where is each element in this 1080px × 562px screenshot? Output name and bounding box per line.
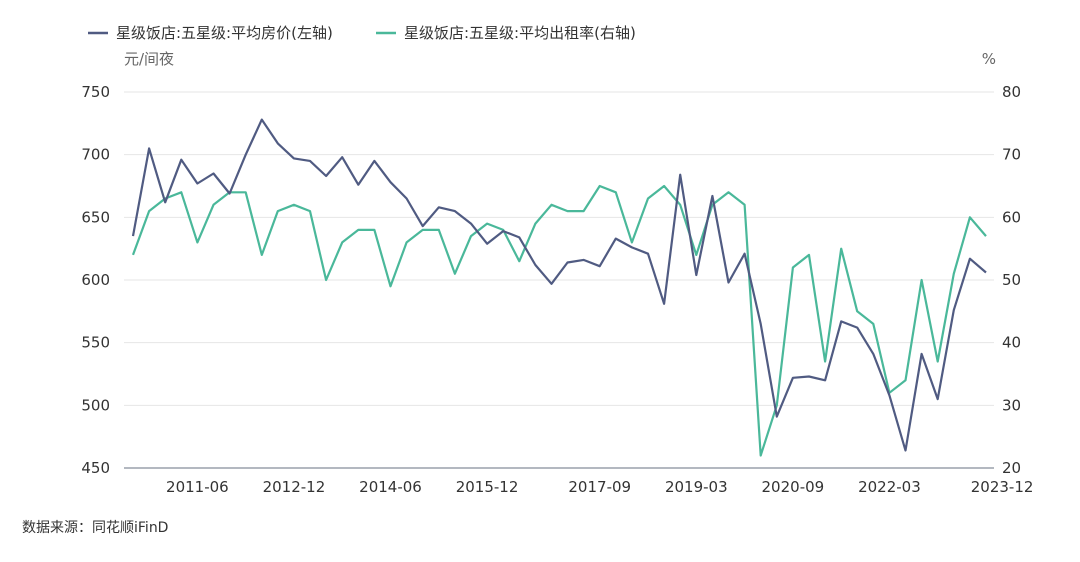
- right-tick-label: 70: [1002, 146, 1021, 164]
- left-tick-label: 550: [81, 334, 110, 352]
- right-y-axis: 80 70 60 50 40 30 20: [1002, 83, 1021, 477]
- left-tick-label: 500: [81, 396, 110, 414]
- right-tick-label: 60: [1002, 208, 1021, 226]
- series-room-price-group: [131, 118, 987, 452]
- series-line-occupancy: [131, 184, 987, 457]
- left-tick-label: 650: [81, 208, 110, 226]
- series-occupancy-group: [131, 184, 987, 457]
- x-tick-label: 2017-09: [568, 478, 631, 496]
- left-tick-label: 750: [81, 83, 110, 101]
- series-line-room-price: [131, 118, 987, 452]
- legend-item-occupancy: 星级饭店:五星级:平均出租率(右轴): [376, 24, 636, 42]
- legend: 星级饭店:五星级:平均房价(左轴) 星级饭店:五星级:平均出租率(右轴): [88, 24, 636, 42]
- data-source: 数据来源：同花顺iFinD: [22, 520, 168, 536]
- legend-label-room-price: 星级饭店:五星级:平均房价(左轴): [116, 24, 333, 42]
- x-tick-label: 2011-06: [166, 478, 229, 496]
- x-tick-label: 2020-09: [762, 478, 825, 496]
- left-tick-label: 700: [81, 146, 110, 164]
- x-axis: 2011-06 2012-12 2014-06 2015-12 2017-09 2019-…: [166, 478, 1033, 496]
- right-tick-label: 30: [1002, 396, 1021, 414]
- legend-item-room-price: 星级饭店:五星级:平均房价(左轴): [88, 24, 333, 42]
- left-tick-label: 450: [81, 459, 110, 477]
- legend-label-occupancy: 星级饭店:五星级:平均出租率(右轴): [404, 24, 636, 42]
- left-y-axis: 750 700 650 600 550 500 450: [81, 83, 110, 477]
- left-axis-unit: 元/间夜: [124, 50, 174, 68]
- right-tick-label: 50: [1002, 271, 1021, 289]
- gridlines: [124, 91, 994, 406]
- right-axis-unit: %: [982, 50, 996, 68]
- x-tick-label: 2023-12: [971, 478, 1034, 496]
- x-tick-label: 2022-03: [858, 478, 921, 496]
- x-tick-label: 2015-12: [456, 478, 519, 496]
- x-tick-label: 2014-06: [359, 478, 422, 496]
- x-tick-label: 2019-03: [665, 478, 728, 496]
- right-tick-label: 80: [1002, 83, 1021, 101]
- x-tick-label: 2012-12: [263, 478, 326, 496]
- left-tick-label: 600: [81, 271, 110, 289]
- right-tick-label: 20: [1002, 459, 1021, 477]
- right-tick-label: 40: [1002, 334, 1021, 352]
